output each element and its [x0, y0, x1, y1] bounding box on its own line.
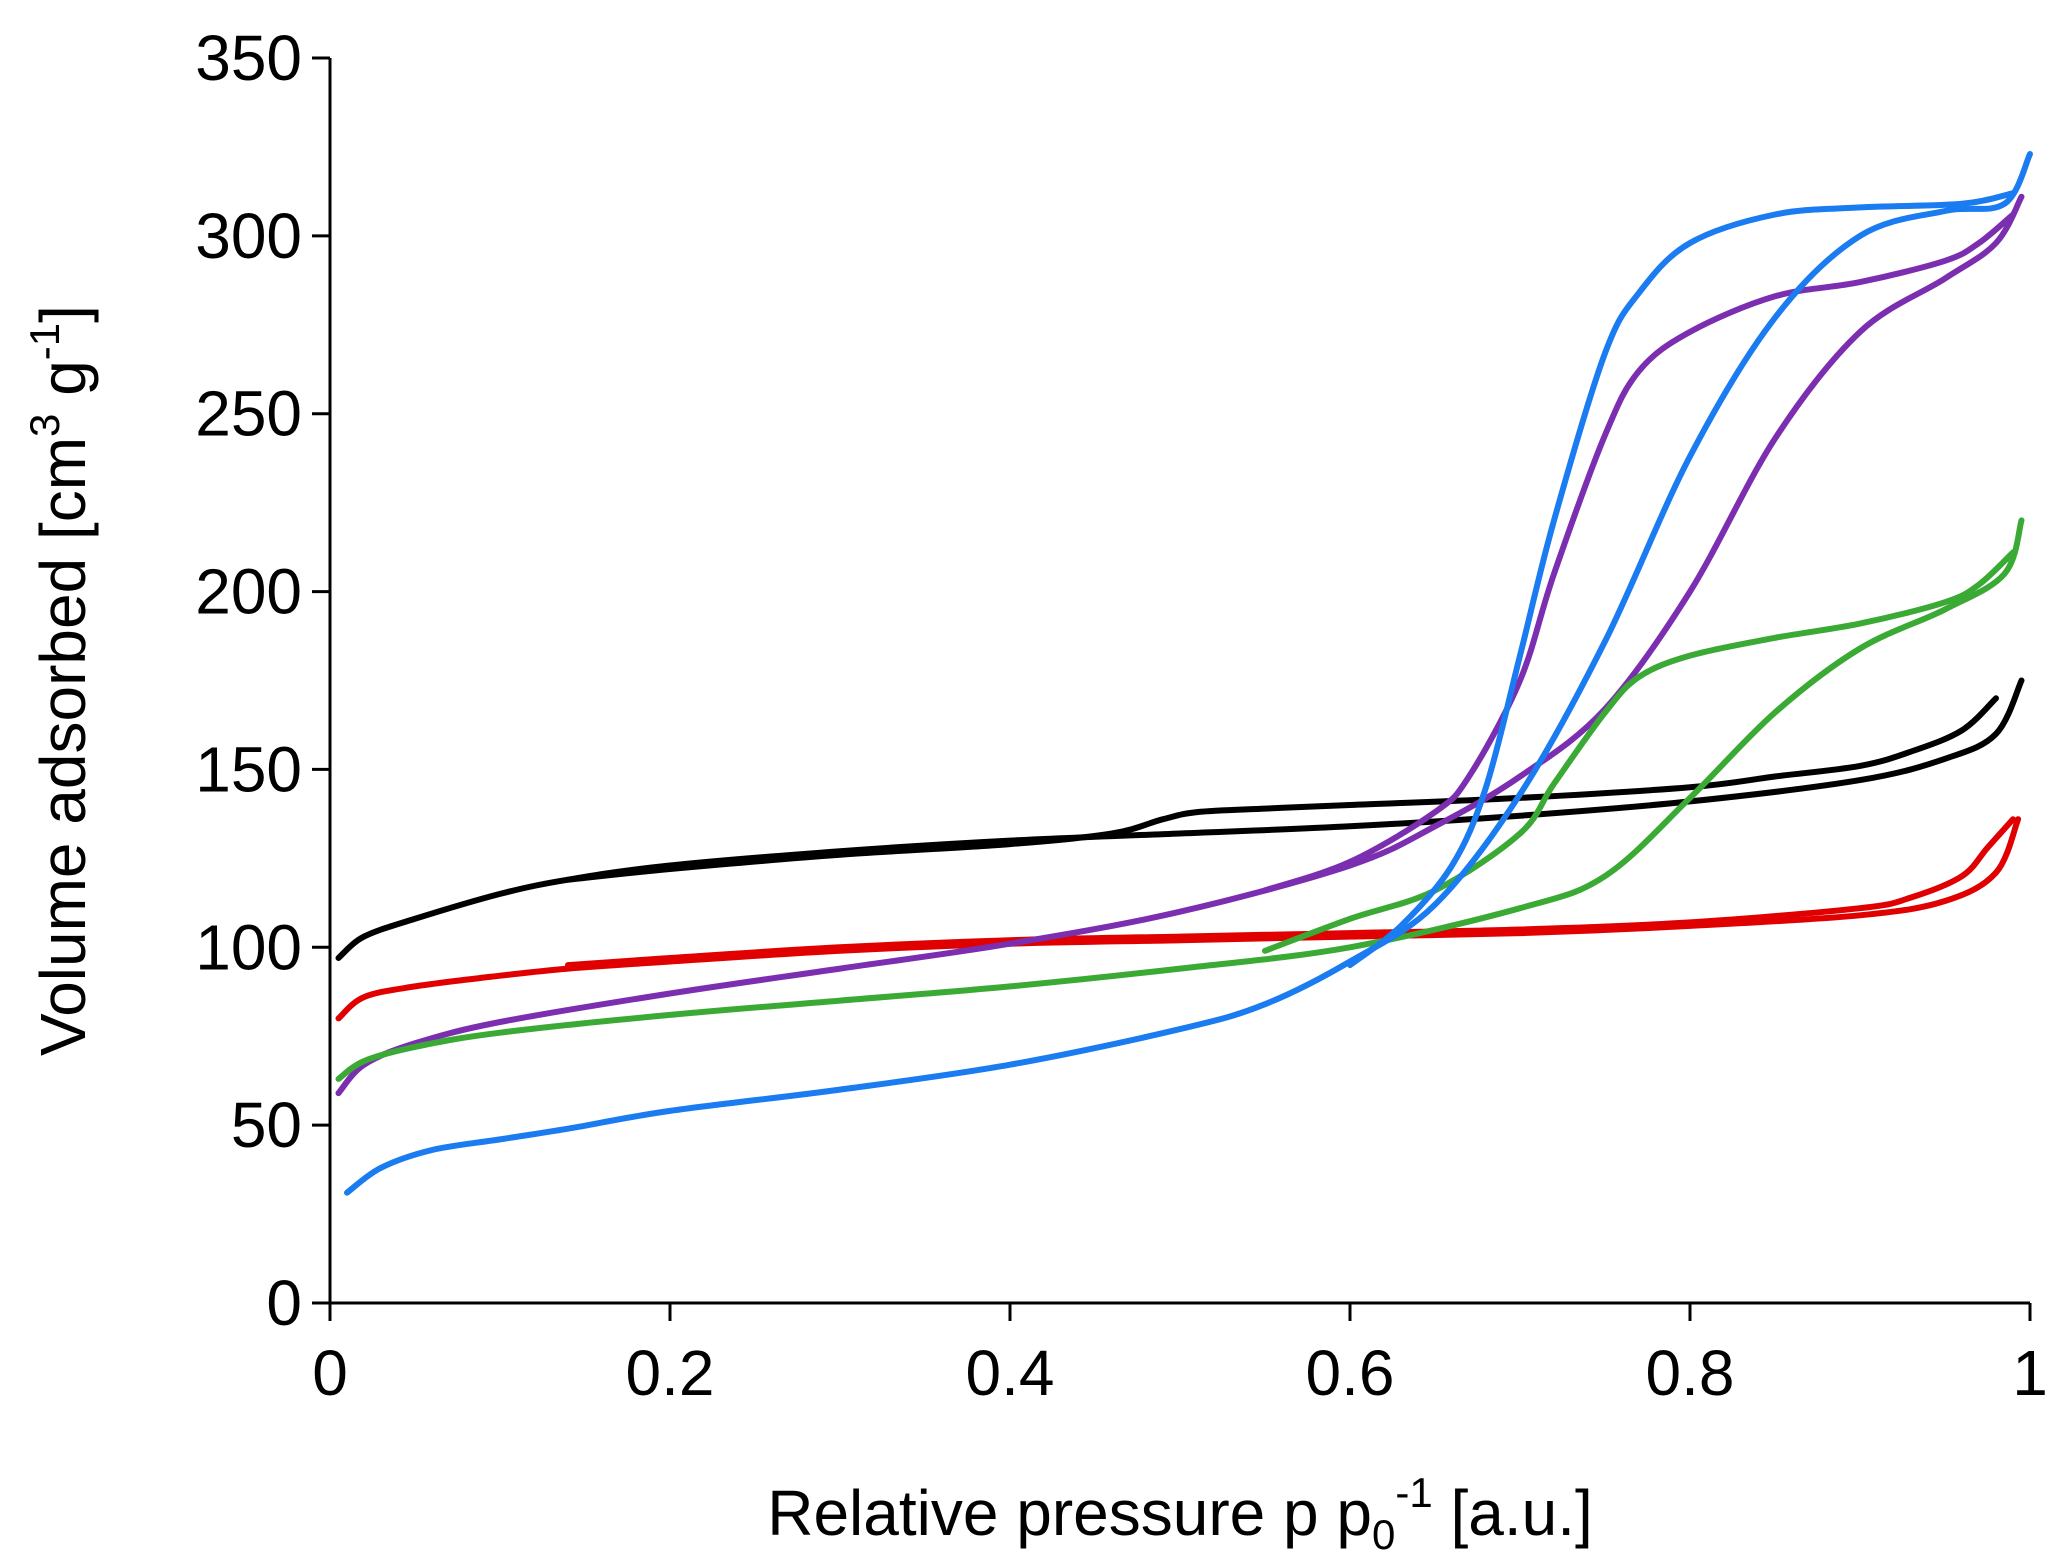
y-tick-label: 0	[266, 1267, 302, 1339]
y-tick-label: 150	[195, 733, 302, 805]
x-axis-title-base: Relative pressure p p	[767, 1477, 1372, 1549]
y-tick-label: 350	[195, 22, 302, 94]
series-purple	[335, 193, 2025, 1097]
x-tick-label: 0.4	[966, 1337, 1055, 1409]
series-green-desorption-line	[1262, 549, 2016, 954]
axes	[328, 58, 2030, 1305]
y-axis-title-base: Volume adsorbed [cm	[27, 437, 99, 1056]
series-green-adsorption-line	[335, 517, 2025, 1082]
y-tick-label: 50	[231, 1089, 302, 1161]
y-tick-label: 100	[195, 911, 302, 983]
y-axis-title-tail: ]	[27, 305, 99, 323]
x-tick-label: 0.6	[1306, 1337, 1395, 1409]
x-tick-label: 0	[312, 1337, 348, 1409]
series-green	[335, 517, 2025, 1082]
series-black-desorption-line	[565, 695, 1999, 883]
x-axis-title-sub: 0	[1372, 1511, 1395, 1555]
x-axis-title-sup: -1	[1395, 1469, 1432, 1516]
series-blue	[344, 151, 2033, 1196]
y-tick-label: 200	[195, 556, 302, 628]
x-tick-label: 0.8	[1646, 1337, 1735, 1409]
series-black	[335, 677, 2025, 961]
x-axis-title: Relative pressure p p0-1 [a.u.]	[767, 1469, 1593, 1555]
series-red-adsorption-line	[335, 816, 2022, 1022]
series-blue-adsorption-line	[344, 151, 2033, 1196]
series-purple-desorption-line	[1262, 211, 2016, 894]
series-red	[335, 816, 2022, 1022]
series-black-adsorption-line	[335, 677, 2025, 961]
y-axis-title: Volume adsorbed [cm3 g-1]	[21, 305, 99, 1056]
series-purple-adsorption-line	[335, 193, 2025, 1097]
y-axis-title-sup1: 3	[21, 414, 68, 437]
ticks: 0 50 100 150 200 250 300 350 0 0.2 0.4 0.6 0.8 1	[195, 22, 2048, 1409]
y-tick-label: 300	[195, 200, 302, 272]
y-tick-label: 250	[195, 378, 302, 450]
x-tick-label: 0.2	[626, 1337, 715, 1409]
x-axis-title-tail: [a.u.]	[1433, 1477, 1593, 1549]
series-blue-desorption-line	[1347, 190, 2016, 969]
y-axis-title-sup2: -1	[21, 323, 68, 360]
x-tick-label: 1	[2012, 1337, 2048, 1409]
series-layer	[335, 151, 2033, 1196]
y-axis-title-mid: g	[27, 360, 99, 413]
